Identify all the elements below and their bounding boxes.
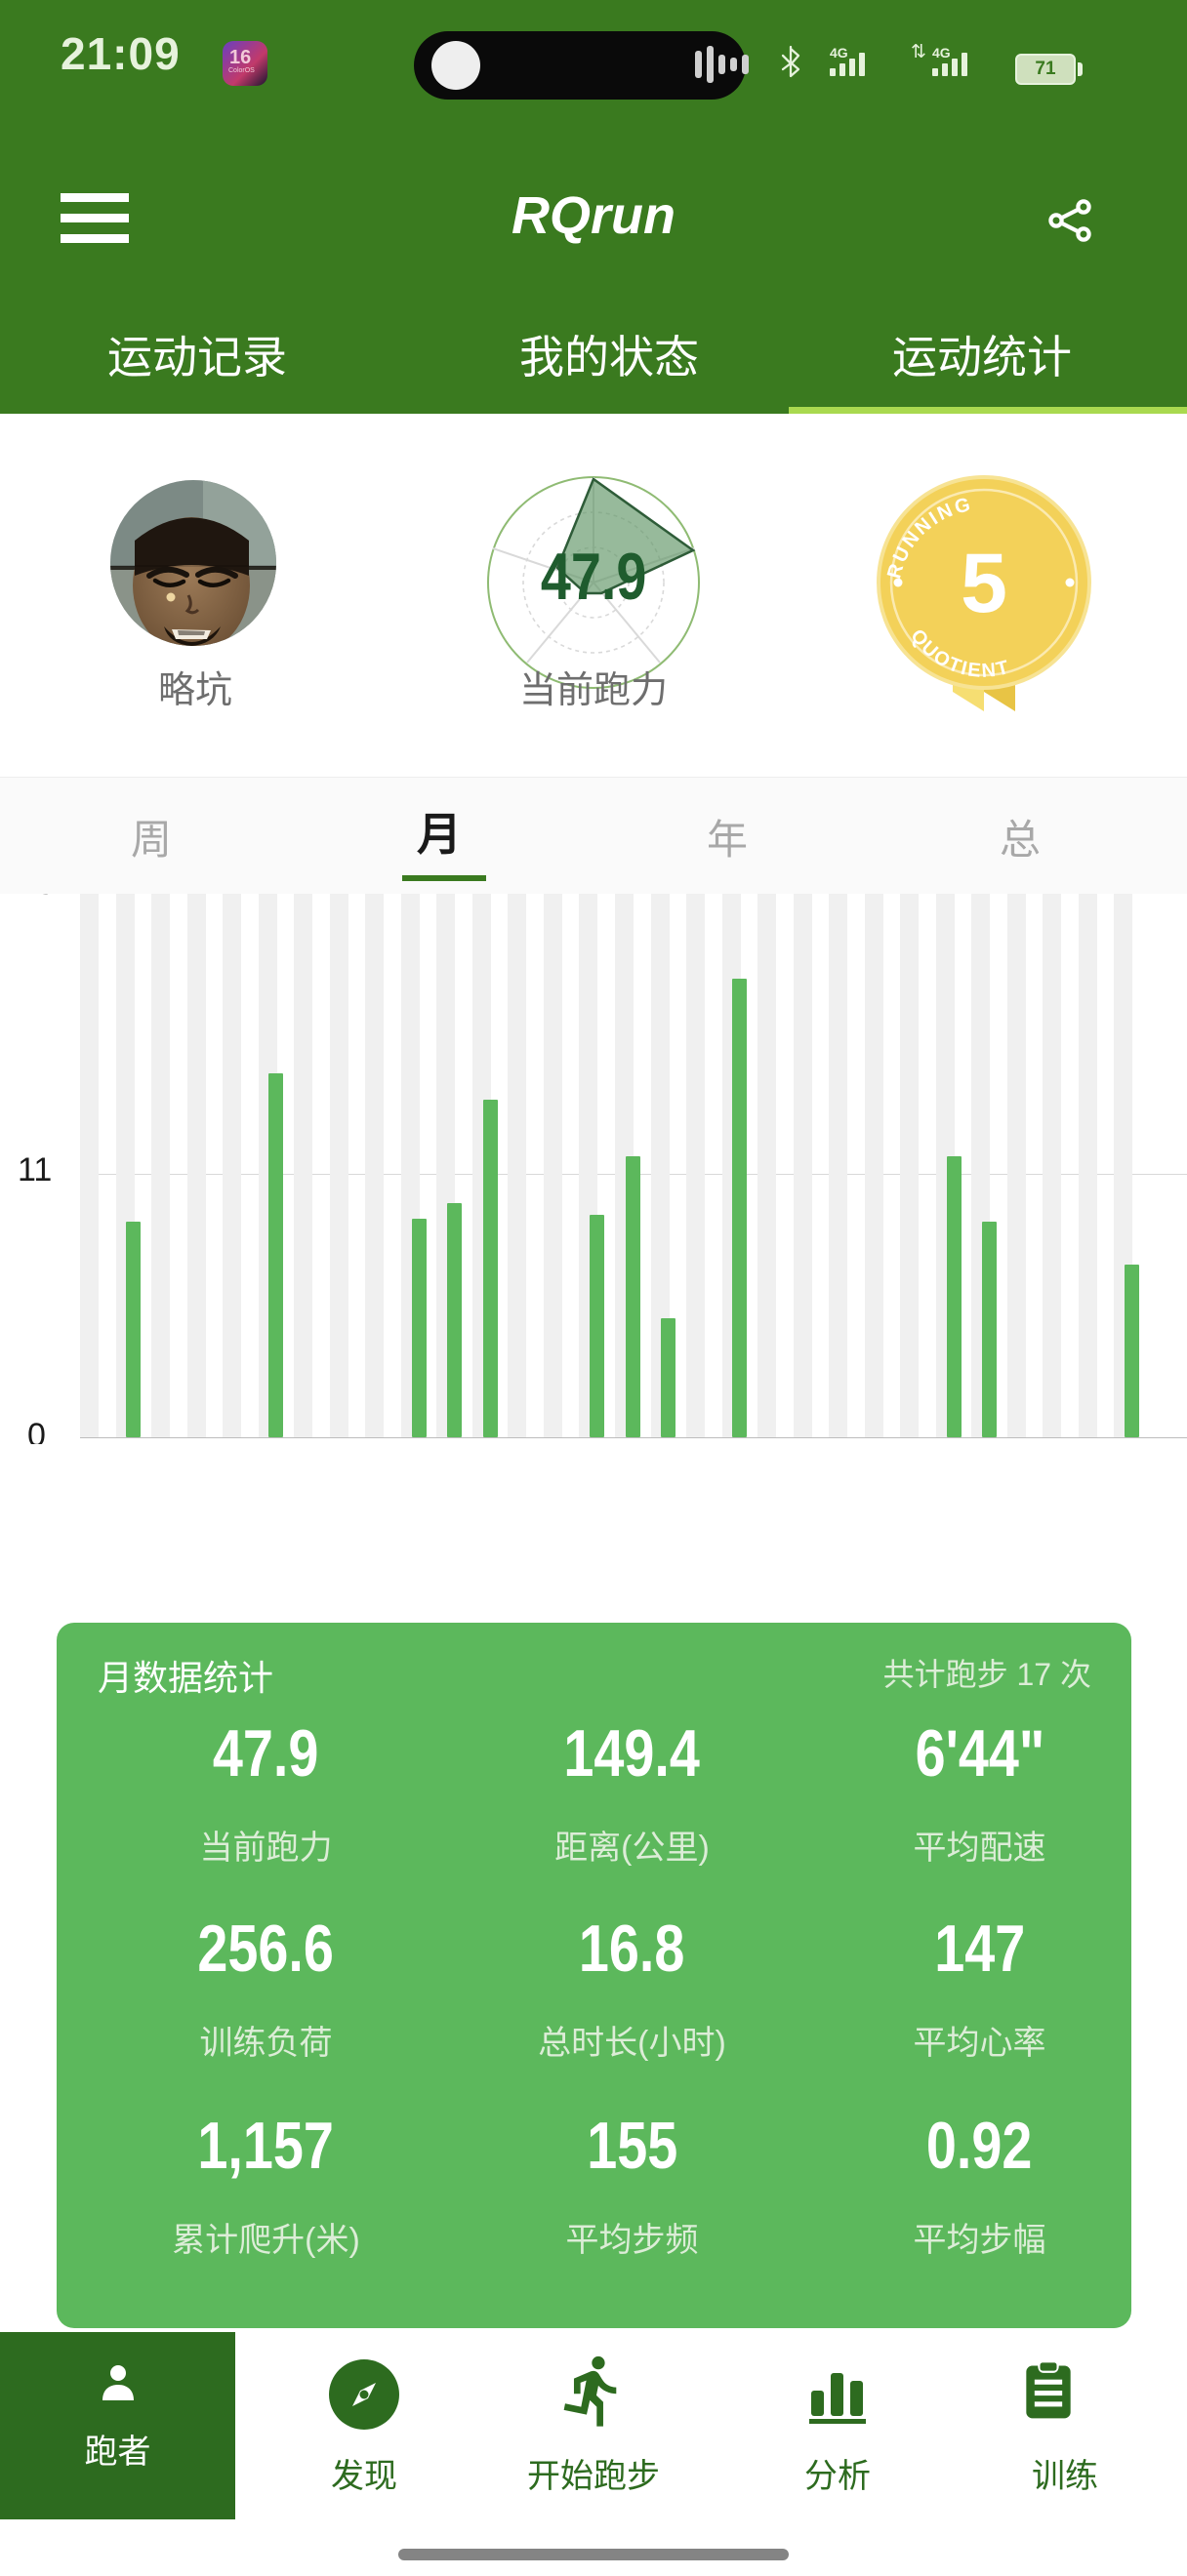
svg-text:RUNNING: RUNNING bbox=[883, 494, 974, 581]
svg-text:QUOTIENT: QUOTIENT bbox=[906, 625, 1012, 682]
svg-text:4G: 4G bbox=[932, 47, 951, 60]
svg-text:4G: 4G bbox=[830, 47, 848, 60]
